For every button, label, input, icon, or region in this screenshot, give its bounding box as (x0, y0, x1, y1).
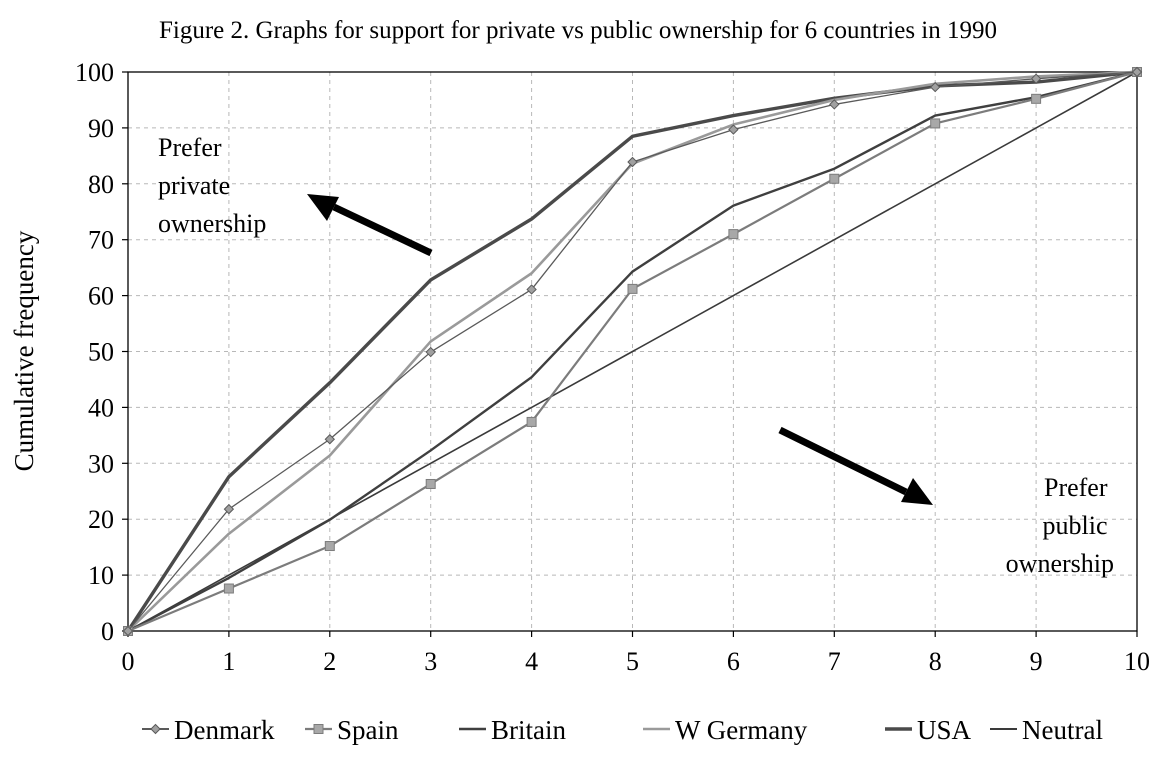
axis-ticks: 0 10 20 30 40 50 60 70 80 90 100 0 1 2 3 4 5 6 7 8 9 10 (75, 58, 1150, 676)
legend-label-spain: Spain (337, 715, 399, 745)
y-tick-label-100: 100 (75, 58, 114, 87)
point-denmark-2 (324, 434, 336, 445)
point-denmark-1 (223, 503, 235, 515)
arrow-up-left (307, 194, 433, 257)
point-spain-4 (526, 416, 537, 427)
x-tick-label-9: 9 (1030, 647, 1043, 676)
point-spain-6 (728, 229, 739, 240)
point-denmark-5 (627, 156, 638, 168)
y-tick-label-90: 90 (88, 114, 114, 143)
series-denmark (122, 66, 1143, 637)
x-tick-label-4: 4 (525, 647, 538, 676)
legend-label-neutral: Neutral (1022, 715, 1103, 745)
x-tick-label-7: 7 (828, 647, 841, 676)
annotation-private-line-2: private (158, 171, 230, 200)
point-denmark-0 (122, 625, 134, 637)
y-axis-label: Cumulative frequency (9, 230, 39, 471)
y-tick-label-20: 20 (88, 505, 114, 534)
x-tick-label-3: 3 (424, 647, 437, 676)
point-denmark-7 (829, 99, 840, 110)
point-denmark-3 (425, 346, 436, 358)
y-tick-label-50: 50 (88, 338, 114, 367)
x-tick-label-10: 10 (1124, 647, 1150, 676)
x-tick-label-2: 2 (323, 647, 336, 676)
legend-label-britain: Britain (491, 715, 566, 745)
legend-label-w-germany: W Germany (675, 715, 808, 745)
legend-item-usa: USA (885, 715, 972, 745)
legend-item-britain: Britain (459, 715, 566, 745)
annotation-public: Prefer public ownership (1006, 473, 1114, 578)
point-spain-9 (1031, 93, 1042, 104)
y-tick-label-40: 40 (88, 393, 114, 422)
x-tick-label-6: 6 (727, 647, 740, 676)
legend-item-spain: Spain (305, 715, 399, 745)
series-lines (122, 66, 1143, 637)
arrow-down-right (778, 426, 933, 505)
y-tick-label-10: 10 (88, 561, 114, 590)
point-spain-1 (223, 583, 234, 594)
point-denmark-4 (526, 284, 537, 295)
point-denmark-9 (1030, 73, 1042, 84)
point-spain-2 (324, 541, 335, 552)
legend-marker-spain (313, 724, 324, 734)
point-denmark-6 (728, 124, 739, 135)
annotation-private: Prefer private ownership (158, 133, 266, 238)
point-spain-7 (829, 173, 840, 184)
legend: Denmark Spain Britain W Germany USA Neutral (142, 715, 1103, 745)
annotation-private-line-1: Prefer (158, 133, 222, 162)
y-tick-label-70: 70 (88, 226, 114, 255)
legend-item-w-germany: W Germany (643, 715, 808, 745)
series-line-britain (127, 70, 1138, 633)
point-denmark-10 (1131, 66, 1143, 78)
legend-item-neutral: Neutral (990, 715, 1103, 745)
annotation-public-line-2: public (1043, 511, 1108, 540)
y-tick-label-0: 0 (101, 617, 114, 646)
chart-title: Figure 2. Graphs for support for private… (159, 17, 997, 44)
legend-item-denmark: Denmark (142, 715, 275, 745)
point-spain-8 (930, 118, 941, 129)
legend-label-denmark: Denmark (174, 715, 275, 745)
point-spain-3 (425, 478, 436, 489)
legend-marker-denmark (150, 723, 161, 735)
annotation-public-line-3: ownership (1006, 549, 1114, 578)
point-denmark-8 (929, 81, 941, 93)
y-tick-label-30: 30 (88, 449, 114, 478)
x-tick-label-8: 8 (929, 647, 942, 676)
x-tick-label-0: 0 (122, 647, 135, 676)
x-tick-label-5: 5 (626, 647, 639, 676)
y-tick-label-80: 80 (88, 170, 114, 199)
legend-label-usa: USA (917, 715, 972, 745)
y-tick-label-60: 60 (88, 282, 114, 311)
annotation-public-line-1: Prefer (1044, 473, 1108, 502)
x-tick-label-1: 1 (222, 647, 235, 676)
point-spain-5 (627, 283, 638, 294)
annotation-private-line-3: ownership (158, 209, 266, 238)
series-britain (127, 70, 1138, 633)
